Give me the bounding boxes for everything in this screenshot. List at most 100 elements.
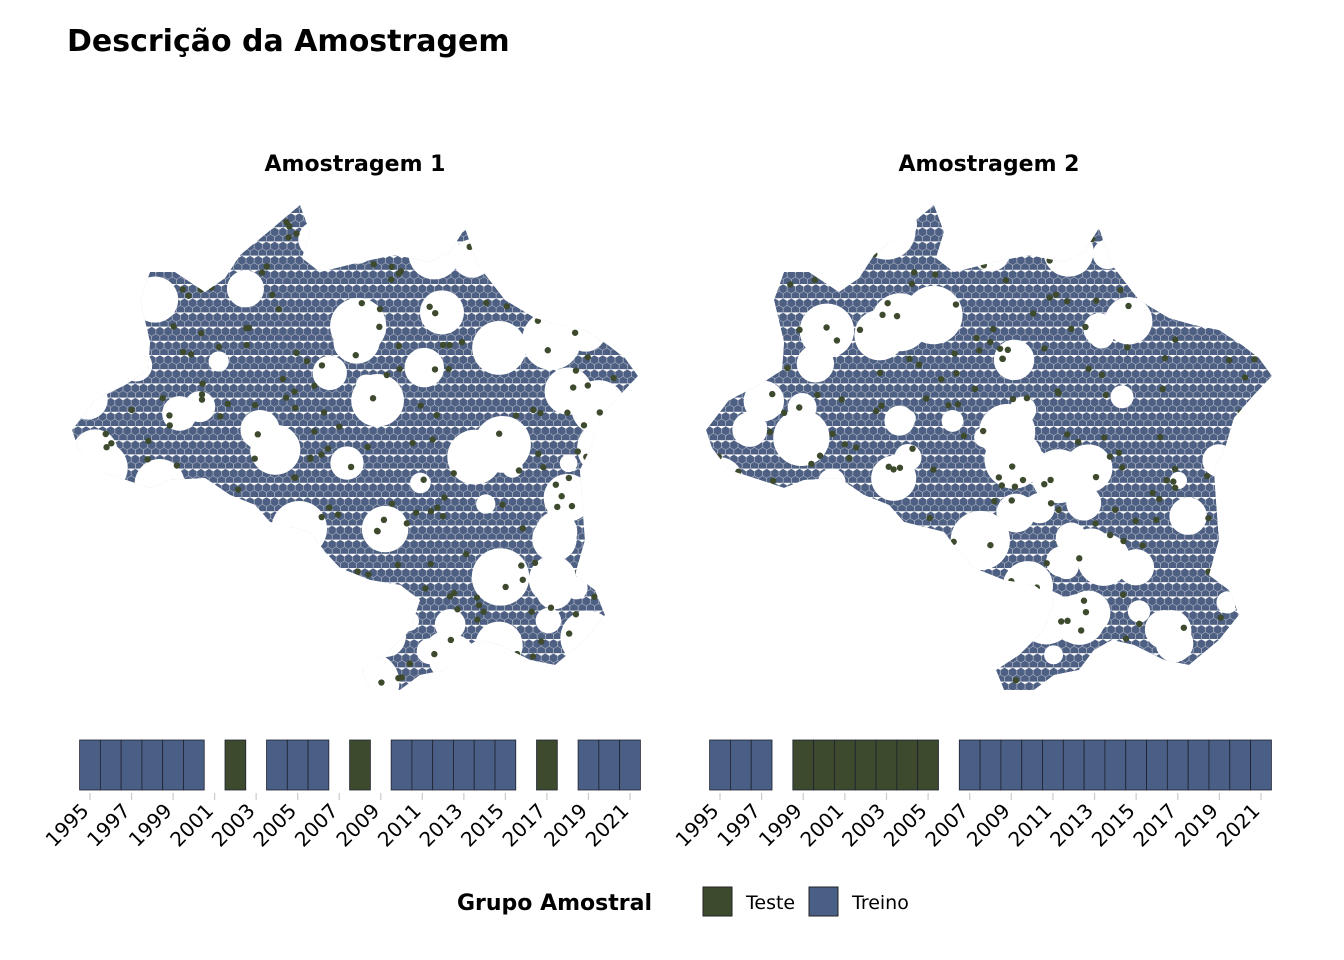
map-point-teste <box>1046 257 1053 264</box>
map-hole <box>120 349 153 382</box>
map-point-teste <box>873 239 880 247</box>
map-point-teste <box>1068 325 1075 333</box>
map-point-teste <box>1077 627 1085 634</box>
map-point-teste <box>383 371 390 379</box>
map-point-teste <box>625 233 633 241</box>
map-point-teste <box>776 599 783 606</box>
map-point-teste <box>1030 310 1037 317</box>
map-point-teste <box>128 406 135 414</box>
x-tick-label: 2011 <box>373 799 426 852</box>
map-point-teste <box>596 323 603 330</box>
map-hole <box>850 645 880 675</box>
x-tick-label: 2019 <box>1170 799 1223 852</box>
map-point-teste <box>388 263 395 271</box>
map-point-teste <box>879 240 886 247</box>
map-hole <box>890 542 921 573</box>
map-point-teste <box>923 395 930 402</box>
map-point-teste <box>932 271 939 278</box>
map-point-teste <box>311 382 318 390</box>
map-point-teste <box>1120 591 1127 599</box>
map-point-teste <box>1008 497 1015 504</box>
year-cell-2016 <box>1146 739 1168 791</box>
map-point-teste <box>1259 580 1267 587</box>
map-point-teste <box>365 571 372 578</box>
map-point-teste <box>983 245 991 252</box>
map-point-teste <box>318 513 325 521</box>
map-point-teste <box>570 384 577 391</box>
x-tick-label: 2017 <box>497 799 550 852</box>
map-point-teste <box>635 245 638 252</box>
x-tick-label: 2007 <box>290 799 343 852</box>
map-point-teste <box>1017 633 1024 641</box>
map-hole <box>355 602 376 624</box>
map-point-teste <box>827 643 834 650</box>
map-point-teste <box>974 209 981 216</box>
map-hole <box>904 285 963 345</box>
map-hole <box>884 208 918 241</box>
map-point-teste <box>1142 226 1149 234</box>
map-point-teste <box>117 244 125 251</box>
map-point-teste <box>580 422 588 429</box>
map-point-teste <box>513 650 521 658</box>
map-point-teste <box>878 611 885 618</box>
map-point-teste <box>514 666 521 674</box>
map-point-teste <box>1002 629 1009 636</box>
map-point-teste <box>584 382 592 389</box>
map-point-teste <box>1041 480 1048 488</box>
map-point-teste <box>766 428 774 436</box>
map-point-teste <box>1106 453 1114 460</box>
year-cell-2006 <box>307 739 330 791</box>
map-point-teste <box>458 338 466 346</box>
x-tick-label: 2003 <box>837 799 890 852</box>
map-point-teste <box>364 443 371 451</box>
map-point-teste <box>474 616 481 623</box>
map-point-teste <box>910 555 918 562</box>
map-hole <box>706 603 742 647</box>
map-point-teste <box>812 633 820 640</box>
map-point-teste <box>1058 618 1065 625</box>
map-point-teste <box>565 630 573 637</box>
map-point-teste <box>369 395 377 402</box>
year-cell-2004 <box>896 739 919 791</box>
x-tick-label: 2019 <box>539 799 592 852</box>
map-hole <box>947 234 974 262</box>
map-point-teste <box>801 672 809 679</box>
x-tick-label: 1997 <box>712 799 765 852</box>
year-cell-2007 <box>958 739 981 791</box>
map-point-teste <box>880 214 887 222</box>
map-hole <box>419 290 465 335</box>
map-point-teste <box>427 560 434 568</box>
map-hole <box>950 510 1010 571</box>
map-hole <box>271 500 328 557</box>
map-point-teste <box>90 281 97 288</box>
year-strip <box>709 739 1272 791</box>
map-point-teste <box>103 444 110 451</box>
map-point-teste <box>1100 664 1107 671</box>
map-point-teste <box>544 347 551 354</box>
map-point-teste <box>887 685 894 690</box>
map-point-teste <box>1102 391 1110 399</box>
map-point-teste <box>443 219 450 226</box>
map-point-teste <box>326 504 333 511</box>
map-point-teste <box>844 275 851 283</box>
map-point-teste <box>574 448 581 455</box>
map-point-teste <box>417 402 424 409</box>
map-hole <box>828 539 858 570</box>
map-point-teste <box>906 355 913 363</box>
map-point-teste <box>1160 231 1167 238</box>
map-point-teste <box>450 470 457 477</box>
map-point-teste <box>967 680 975 687</box>
year-cell-2014 <box>473 739 496 791</box>
map-point-teste <box>1270 459 1272 466</box>
map-point-teste <box>426 303 433 310</box>
x-tick-label: 2005 <box>248 799 301 852</box>
map-point-teste <box>930 466 937 473</box>
map-hole <box>1044 645 1064 665</box>
map-point-teste <box>588 218 595 225</box>
year-cell-1995 <box>79 739 101 791</box>
map-hole <box>818 238 844 264</box>
map-hole <box>475 621 523 670</box>
map-point-teste <box>1082 323 1089 331</box>
map-hole <box>215 534 262 581</box>
map-point-teste <box>412 509 420 516</box>
